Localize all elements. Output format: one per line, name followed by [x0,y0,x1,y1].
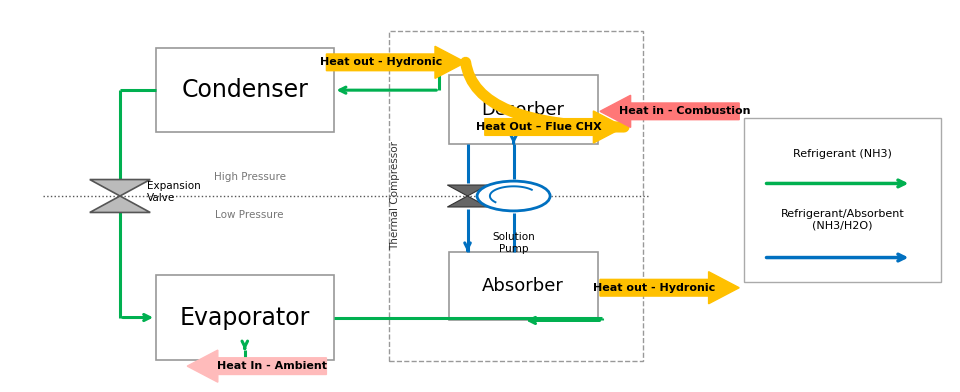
Text: Low Pressure: Low Pressure [215,210,284,220]
FancyBboxPatch shape [744,118,941,282]
Text: Solution
Pump: Solution Pump [492,232,535,254]
Text: Refrigerant/Absorbent
(NH3/H2O): Refrigerant/Absorbent (NH3/H2O) [780,209,904,230]
Polygon shape [90,196,150,212]
FancyBboxPatch shape [449,252,597,321]
Polygon shape [90,180,150,196]
Text: Refrigerant (NH3): Refrigerant (NH3) [793,149,892,159]
Text: Desorber: Desorber [482,101,564,119]
Text: Condenser: Condenser [181,78,308,102]
Text: Thermal Compressor: Thermal Compressor [391,142,400,250]
Polygon shape [447,196,488,207]
Circle shape [477,181,550,211]
Text: Heat out - Hydronic: Heat out - Hydronic [593,283,715,293]
Text: Absorber: Absorber [482,277,564,295]
Polygon shape [600,272,739,304]
Text: Heat out - Hydronic: Heat out - Hydronic [320,57,442,67]
Text: Heat Out – Flue CHX: Heat Out – Flue CHX [476,122,602,132]
Polygon shape [326,46,466,78]
Text: Heat in - Combustion: Heat in - Combustion [619,106,751,116]
Text: Heat In - Ambient: Heat In - Ambient [217,361,327,371]
Text: High Pressure: High Pressure [214,172,286,182]
Polygon shape [447,185,488,196]
FancyBboxPatch shape [156,48,334,132]
Polygon shape [187,350,326,382]
Polygon shape [485,111,624,143]
FancyBboxPatch shape [156,276,334,360]
Text: Expansion
Valve: Expansion Valve [147,181,201,203]
FancyBboxPatch shape [449,76,597,144]
Text: Evaporator: Evaporator [180,305,310,330]
Polygon shape [600,95,739,127]
